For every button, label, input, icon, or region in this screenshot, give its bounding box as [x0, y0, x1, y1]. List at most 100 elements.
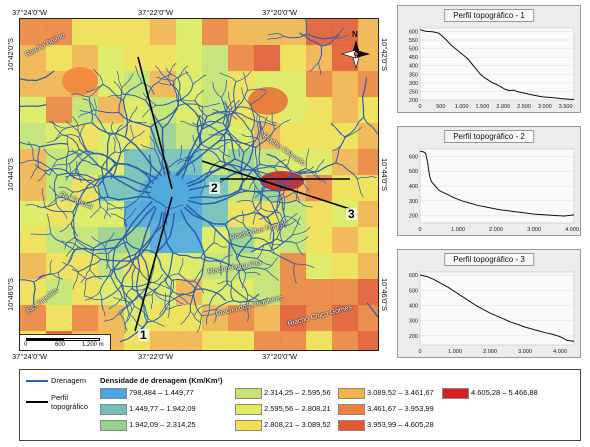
- stream-segment: [264, 187, 280, 193]
- stream-segment: [123, 93, 147, 101]
- stream-segment: [194, 304, 210, 316]
- density-cell: [358, 123, 378, 150]
- x-tick-label: 0: [418, 349, 421, 355]
- stream-segment: [202, 308, 217, 313]
- stream-segment: [132, 130, 145, 139]
- stream-segment: [85, 291, 101, 301]
- stream-segment: [294, 263, 315, 268]
- y-tick-label: 350: [409, 72, 418, 78]
- stream-segment: [150, 262, 155, 283]
- stream-segment: [224, 223, 237, 255]
- density-cell: [280, 331, 307, 350]
- stream-segment: [130, 124, 134, 139]
- density-cell: [20, 97, 47, 124]
- stream-segment: [49, 121, 67, 129]
- stream-segment: [282, 173, 293, 195]
- density-cell: [228, 19, 255, 46]
- stream-segment: [122, 285, 130, 315]
- stream-segment: [122, 82, 143, 101]
- stream-segment: [123, 207, 127, 226]
- y-tick-label: 550: [409, 38, 418, 44]
- y-tick-label: 200: [409, 98, 418, 104]
- stream-segment: [177, 65, 189, 79]
- profile-chart-1: 600 550 500 450 400 350 300 250 200 0 500 1.000 1.50…: [397, 5, 581, 113]
- y-tick-label: 600: [409, 273, 418, 279]
- stream-segment: [274, 167, 287, 177]
- stream-segment: [304, 19, 307, 35]
- density-cell: [202, 19, 229, 46]
- stream-segment: [201, 106, 204, 125]
- stream-segment: [89, 206, 101, 218]
- stream-segment: [199, 142, 219, 150]
- stream-segment: [47, 213, 52, 235]
- stream-segment: [72, 271, 79, 290]
- stream-segment: [224, 211, 255, 225]
- stream-segment: [292, 226, 311, 236]
- stream-segment: [41, 188, 46, 209]
- x-tick-label: 3.000: [527, 227, 541, 233]
- stream-segment: [242, 222, 252, 239]
- stream-segment: [228, 91, 233, 112]
- stream-segment: [196, 115, 201, 144]
- density-cell: [332, 279, 359, 306]
- stream-segment: [50, 273, 63, 280]
- stream-segment: [213, 228, 216, 244]
- stream-segment: [126, 305, 135, 322]
- stream-segment: [65, 239, 77, 257]
- coord-bottom: 37°22'0"W: [138, 352, 174, 361]
- profile-number-1: 1: [138, 328, 149, 342]
- stream-segment: [284, 150, 292, 168]
- stream-segment: [258, 121, 264, 141]
- stream-segment: [279, 192, 295, 200]
- stream-segment: [78, 123, 86, 138]
- stream-segment: [295, 236, 308, 244]
- stream-segment: [80, 269, 91, 283]
- stream-segment: [145, 190, 167, 208]
- x-tick-label: 0: [418, 104, 421, 110]
- stream-segment: [110, 152, 122, 180]
- density-cell: [202, 45, 229, 72]
- stream-segment: [119, 294, 139, 315]
- stream-segment: [107, 195, 152, 201]
- stream-segment: [117, 302, 130, 315]
- stream-segment: [192, 134, 202, 151]
- stream-segment: [188, 188, 242, 199]
- stream-segment: [206, 304, 210, 325]
- density-cell: [280, 19, 307, 46]
- stream-segment: [256, 113, 260, 133]
- stream-segment: [183, 206, 226, 225]
- stream-segment: [134, 305, 148, 318]
- profile-series-line: [419, 150, 575, 217]
- stream-segment: [276, 238, 297, 244]
- stream-segment: [234, 158, 265, 183]
- stream-segment: [226, 283, 250, 302]
- stream-segment: [135, 257, 141, 296]
- stream-segment: [205, 124, 225, 136]
- stream-segment: [32, 281, 36, 310]
- stream-segment: [58, 196, 80, 204]
- stream-segment: [239, 141, 254, 144]
- stream-segment: [172, 251, 202, 259]
- stream-segment: [124, 208, 136, 221]
- stream-segment: [189, 288, 197, 312]
- legend-class-label: 4.605,28 – 5.466,88: [471, 388, 538, 397]
- profile-number-2: 2: [209, 181, 220, 195]
- stream-segment: [110, 275, 123, 299]
- drainage-density-map[interactable]: Riacho Boimo Riacho Cercado Rio Taboca R…: [19, 18, 379, 351]
- map-canvas: [20, 19, 378, 350]
- stream-segment: [106, 134, 111, 171]
- stream-segment: [55, 202, 68, 220]
- stream-segment: [200, 257, 221, 262]
- legend: Drenagem Perfil topográfico Densidade de…: [19, 369, 581, 441]
- coord-bottom: 37°20'0"W: [262, 352, 298, 361]
- stream-segment: [177, 78, 181, 102]
- stream-segment: [253, 212, 272, 226]
- density-cell: [20, 227, 47, 254]
- density-cell: [280, 45, 307, 72]
- density-cell: [332, 97, 359, 124]
- legend-class-label: 3.461,67 – 3.953,99: [367, 404, 434, 413]
- stream-segment: [167, 302, 171, 319]
- density-cell: [46, 97, 73, 124]
- stream-segment: [137, 294, 149, 320]
- y-tick-label: 200: [409, 334, 418, 340]
